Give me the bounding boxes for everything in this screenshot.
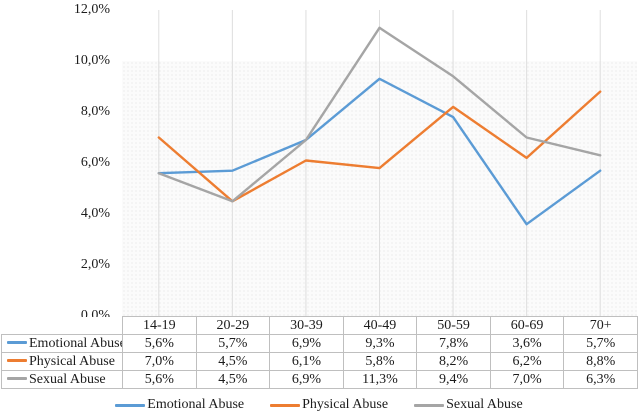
y-axis-tick-label: 12,0% bbox=[73, 2, 110, 17]
chart-legend: Emotional Abuse Physical Abuse Sexual Abus… bbox=[0, 397, 638, 413]
table-value-cell: 5,8% bbox=[342, 352, 418, 371]
legend-item-sexual-abuse: Sexual Abuse bbox=[414, 397, 523, 413]
table-value-cell: 7,8% bbox=[416, 334, 491, 353]
legend-swatch-icon-emotional-abuse bbox=[115, 403, 146, 407]
table-value-cell: 9,4% bbox=[416, 370, 491, 389]
table-value-cell: 11,3% bbox=[342, 370, 418, 389]
table-value-cell: 5,6% bbox=[122, 370, 197, 389]
table-value-cell: 8,2% bbox=[416, 352, 491, 371]
table-row-emotional-abuse: Emotional Abuse 5,6% 5,7% 6,9% 9,3% 7,8% 3,6% 5… bbox=[1, 334, 638, 353]
table-value-cell: 6,9% bbox=[269, 334, 344, 353]
legend-item-emotional-abuse: Emotional Abuse bbox=[115, 397, 244, 413]
series-name-label: Physical Abuse bbox=[29, 353, 115, 369]
y-axis-tick-label: 4,0% bbox=[80, 206, 110, 221]
table-row-sexual-abuse: Sexual Abuse 5,6% 4,5% 6,9% 11,3% 9,4% 7,0% 6,3… bbox=[1, 370, 638, 389]
table-column-header-20-29: 20-29 bbox=[195, 316, 271, 335]
data-table: 14-19 20-29 30-39 40-49 50-59 60-69 70+ Emotion… bbox=[1, 316, 638, 389]
table-value-cell: 6,9% bbox=[269, 370, 344, 389]
table-column-header-14-19: 14-19 bbox=[122, 316, 197, 335]
table-row-header-physical-abuse: Physical Abuse bbox=[1, 352, 123, 371]
series-name-label: Sexual Abuse bbox=[29, 371, 106, 387]
table-header-row: 14-19 20-29 30-39 40-49 50-59 60-69 70+ bbox=[1, 316, 638, 335]
series-swatch-icon-physical-abuse bbox=[7, 358, 27, 362]
table-column-header-70+: 70+ bbox=[563, 316, 638, 335]
table-value-cell: 6,2% bbox=[489, 352, 565, 371]
y-axis: 12,0% 10,0% 8,0% 6,0% 4,0% 2,0% 0,0% bbox=[0, 0, 112, 340]
table-row-physical-abuse: Physical Abuse 7,0% 4,5% 6,1% 5,8% 8,2% 6,2% 8,… bbox=[1, 352, 638, 371]
table-column-header-30-39: 30-39 bbox=[269, 316, 344, 335]
table-value-cell: 5,7% bbox=[563, 334, 638, 353]
legend-swatch-icon-sexual-abuse bbox=[414, 403, 445, 407]
table-value-cell: 5,6% bbox=[122, 334, 197, 353]
legend-swatch-icon-physical-abuse bbox=[270, 403, 301, 407]
y-axis-tick-label: 2,0% bbox=[80, 257, 110, 272]
y-axis-tick-label: 6,0% bbox=[80, 155, 110, 170]
series-swatch-icon-emotional-abuse bbox=[7, 340, 27, 344]
legend-label: Physical Abuse bbox=[302, 397, 389, 412]
table-value-cell: 6,1% bbox=[269, 352, 344, 371]
table-value-cell: 7,0% bbox=[122, 352, 197, 371]
table-column-header-40-49: 40-49 bbox=[342, 316, 418, 335]
table-value-cell: 4,5% bbox=[195, 370, 271, 389]
y-axis-tick-label: 10,0% bbox=[73, 53, 110, 68]
legend-item-physical-abuse: Physical Abuse bbox=[270, 397, 388, 413]
table-column-header-50-59: 50-59 bbox=[416, 316, 491, 335]
table-value-cell: 7,0% bbox=[489, 370, 565, 389]
legend-label: Emotional Abuse bbox=[147, 397, 245, 412]
table-row-header-sexual-abuse: Sexual Abuse bbox=[1, 370, 123, 389]
series-name-label: Emotional Abuse bbox=[29, 335, 123, 351]
legend-label: Sexual Abuse bbox=[446, 397, 523, 412]
table-value-cell: 8,8% bbox=[563, 352, 638, 371]
series-line-sexual-abuse bbox=[157, 26, 602, 203]
y-axis-tick-label: 8,0% bbox=[80, 104, 110, 119]
table-value-cell: 9,3% bbox=[342, 334, 418, 353]
table-corner-cell bbox=[1, 316, 123, 335]
table-value-cell: 6,3% bbox=[563, 370, 638, 389]
series-swatch-icon-sexual-abuse bbox=[7, 376, 27, 380]
table-row-header-emotional-abuse: Emotional Abuse bbox=[1, 334, 123, 353]
table-column-header-60-69: 60-69 bbox=[489, 316, 565, 335]
table-value-cell: 5,7% bbox=[195, 334, 271, 353]
series-line-emotional-abuse bbox=[157, 77, 602, 226]
table-value-cell: 3,6% bbox=[489, 334, 565, 353]
line-chart-plot bbox=[157, 10, 602, 316]
table-value-cell: 4,5% bbox=[195, 352, 271, 371]
